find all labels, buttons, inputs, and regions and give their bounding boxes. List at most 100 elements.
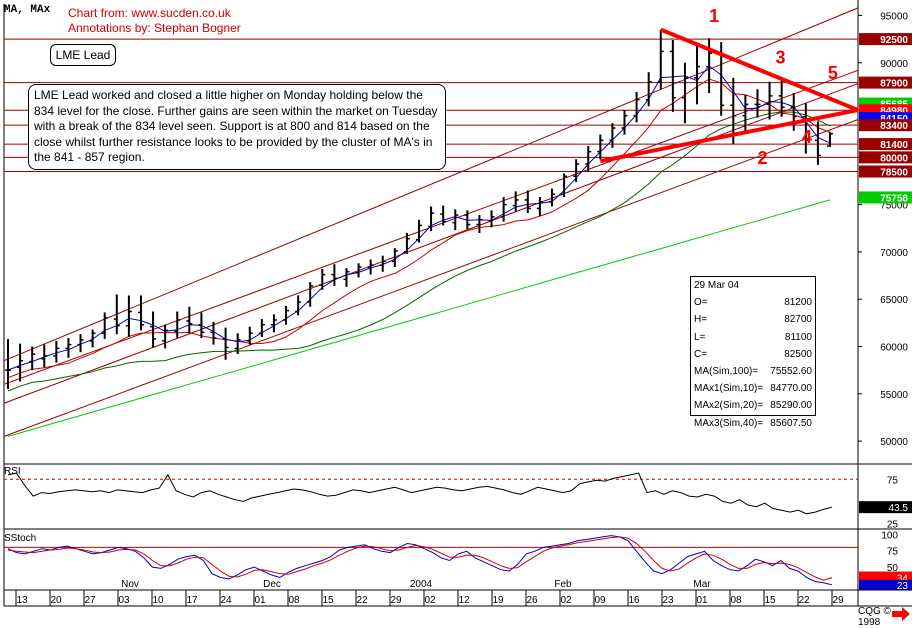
support-trendline (599, 108, 859, 164)
level-label: 75758 (880, 193, 908, 204)
sstoch-tick-label: 50 (887, 563, 899, 574)
sstoch-k-line (7, 535, 833, 586)
ohlc-label: MAx2(Sim,20)= (694, 400, 764, 412)
annotator-line: Annotations by: Stephan Bogner (68, 21, 241, 35)
x-tick-label: 23 (662, 595, 674, 606)
ohlc-label: H= (694, 314, 708, 326)
x-tick-label: 19 (492, 595, 504, 606)
level-marker (859, 191, 912, 204)
y-tick-label: 70000 (880, 248, 908, 259)
ohlc-label: O= (694, 297, 708, 309)
level-label: 87900 (880, 79, 908, 90)
x-tick-label: 09 (594, 595, 606, 606)
source-credit: Chart from: www.sucden.co.uk Annotations… (68, 6, 241, 36)
channel-upper (3, 7, 859, 362)
ohlc-row: O= 81200 (694, 294, 812, 311)
x-tick-label: 24 (220, 595, 232, 606)
ohlc-data-panel: 29 Mar 04 O= 81200 H= 82700 L= 81100 C= 8250… (690, 276, 816, 429)
y-tick-label: 75000 (880, 201, 908, 212)
ohlc-row: L= 81100 (694, 329, 812, 346)
resistance-trendline (660, 27, 859, 112)
ohlc-label: MAx1(Sim,10)= (694, 383, 764, 395)
month-label: Feb (554, 579, 572, 590)
rsi-tick-label: 25 (887, 520, 899, 531)
sstoch-marker (859, 571, 912, 583)
wave-label: 4 (802, 127, 812, 147)
y-tick-label: 50000 (880, 437, 908, 448)
wave-label: 5 (828, 63, 838, 83)
x-tick-label: 22 (356, 595, 368, 606)
y-tick-label: 55000 (880, 390, 908, 401)
month-label: Mar (693, 579, 711, 590)
x-tick-label: 08 (288, 595, 300, 606)
x-tick-label: 29 (390, 595, 402, 606)
x-tick-label: 17 (186, 595, 198, 606)
rsi-last-marker (859, 501, 912, 514)
x-tick-label: 10 (152, 595, 164, 606)
ma40-line (7, 111, 831, 392)
channel-lower (3, 119, 859, 437)
month-label: 2004 (410, 579, 433, 590)
level-marker (859, 76, 912, 89)
x-tick-label: 03 (118, 595, 130, 606)
ohlc-row: MAx3(Sim,40)= 85607.50 (694, 415, 812, 432)
x-tick-label: 26 (526, 595, 538, 606)
ohlc-value: 82700 (784, 314, 812, 326)
level-marker (859, 165, 912, 178)
rsi-tick-label: 75 (887, 475, 899, 486)
level-label: 83400 (880, 121, 908, 132)
x-tick-label: 02 (424, 595, 436, 606)
x-tick-label: 16 (628, 595, 640, 606)
ohlc-value: 75552.60 (770, 366, 812, 378)
ohlc-date-row: 29 Mar 04 (694, 277, 812, 294)
ma20-line (7, 78, 831, 379)
ohlc-value: 82500 (784, 348, 812, 360)
source-line: Chart from: www.sucden.co.uk (68, 6, 231, 20)
month-label: Nov (121, 579, 139, 590)
scroll-right-arrow (892, 607, 910, 621)
x-tick-label: 13 (16, 595, 28, 606)
ohlc-label: MA(Sim,100)= (694, 366, 759, 378)
sstoch-tick-label: 100 (881, 530, 898, 541)
y-tick-label: 60000 (880, 343, 908, 354)
ohlc-date: 29 Mar 04 (694, 280, 740, 291)
rsi-last-value: 43.5 (889, 503, 909, 514)
level-label: 92500 (880, 35, 908, 46)
chart-title: LME Lead (50, 44, 116, 66)
y-tick-label: 95000 (880, 11, 908, 22)
indicator-header: MA, MAx (4, 4, 51, 16)
x-tick-label: 01 (254, 595, 266, 606)
wave-label: 2 (757, 148, 767, 168)
ohlc-row: H= 82700 (694, 311, 812, 328)
ohlc-value: 81100 (784, 331, 812, 343)
sstoch-marker (859, 579, 912, 590)
rsi-pane-label: RSI (4, 466, 21, 477)
y-tick-label: 90000 (880, 59, 908, 70)
ohlc-value: 84770.00 (770, 383, 812, 395)
ohlc-value: 81200 (784, 297, 812, 309)
level-marker (859, 33, 912, 46)
ohlc-label: MAx3(Sim,40)= (694, 417, 764, 429)
x-tick-label: 22 (798, 595, 810, 606)
ohlc-row: MAx2(Sim,20)= 85290.00 (694, 397, 812, 414)
month-label: Dec (263, 579, 281, 590)
x-tick-label: 02 (560, 595, 572, 606)
ma100-line (7, 199, 831, 437)
x-tick-label: 20 (50, 595, 62, 606)
level-label: 81400 (880, 140, 908, 151)
x-tick-label: 12 (458, 595, 470, 606)
sstoch-pane-label: SStoch (4, 533, 37, 544)
footer-credit: CQG © 1998 (858, 606, 891, 628)
y-tick-label: 65000 (880, 295, 908, 306)
ohlc-value: 85607.50 (770, 417, 812, 429)
x-tick-label: 08 (730, 595, 742, 606)
x-tick-label: 01 (696, 595, 708, 606)
ohlc-row: MAx1(Sim,10)= 84770.00 (694, 380, 812, 397)
sstoch-value: 34 (897, 574, 909, 585)
sstoch-d-line (7, 536, 833, 581)
x-tick-label: 27 (84, 595, 96, 606)
x-tick-label: 29 (832, 595, 844, 606)
level-label: 80000 (880, 153, 908, 164)
ohlc-label: C= (694, 348, 708, 360)
